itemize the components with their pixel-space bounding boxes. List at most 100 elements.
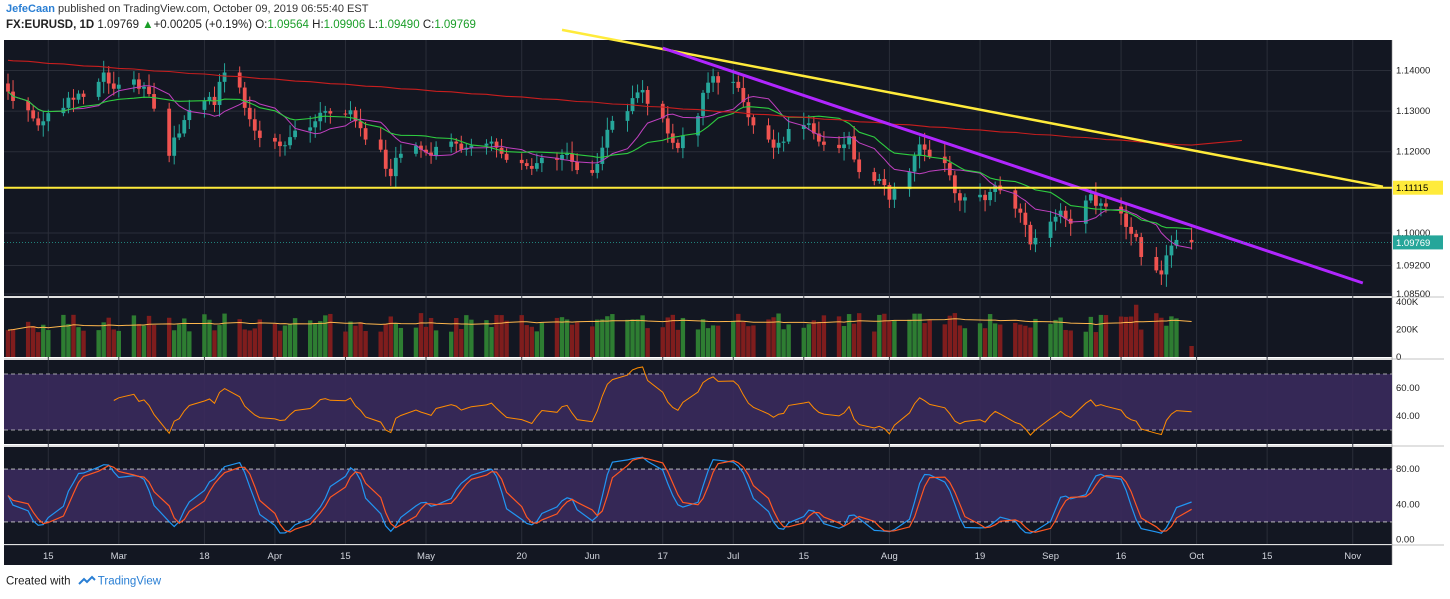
volume-bar: [635, 319, 640, 357]
volume-bar: [987, 314, 993, 357]
candle-body: [751, 117, 756, 126]
last-price: 1.09769: [97, 19, 139, 31]
time-axis: [4, 545, 1392, 565]
volume-bar: [388, 316, 393, 357]
y-tick-label: 1.09200: [1396, 261, 1430, 272]
volume-bar: [846, 314, 852, 357]
change-arrow-icon: ▲: [142, 19, 154, 31]
volume-bar: [1154, 313, 1159, 357]
y-tick-label: 1.14000: [1396, 65, 1430, 76]
volume-bar: [715, 325, 721, 357]
candle-body: [524, 163, 529, 166]
candle-body: [152, 94, 156, 109]
candle-body: [927, 149, 932, 157]
candle-body: [610, 120, 615, 130]
volume-bar: [272, 323, 278, 357]
volume-bar: [872, 331, 877, 357]
volume-bar: [282, 325, 288, 357]
candle-body: [877, 178, 882, 182]
volume-bar: [66, 323, 71, 357]
volume-bar: [590, 326, 595, 357]
author-name[interactable]: JefeCaan: [6, 3, 55, 15]
candle-body: [665, 118, 670, 134]
last-price-tag: [1393, 235, 1443, 250]
candle-body: [529, 165, 534, 169]
volume-bar: [1023, 325, 1028, 357]
ma-mid-line: [7, 91, 1192, 230]
volume-bar: [166, 317, 172, 357]
volume-bar: [1093, 332, 1099, 357]
candle-body: [278, 141, 282, 147]
x-tick-label: 18: [199, 551, 210, 562]
volume-bar: [313, 323, 318, 357]
candle-body: [680, 135, 685, 149]
candle-body: [172, 137, 177, 156]
candle-body: [816, 133, 821, 142]
volume-bar: [61, 314, 66, 357]
volume-bar: [695, 329, 701, 357]
candle-body: [1028, 224, 1033, 245]
tradingview-brand[interactable]: TradingView: [97, 575, 162, 588]
volume-bar: [252, 328, 257, 357]
candle-body: [907, 171, 912, 190]
volume-bar: [25, 321, 31, 357]
x-tick-label: 15: [1262, 551, 1273, 562]
tradingview-logo-icon: [78, 575, 96, 585]
volume-bar: [957, 325, 963, 357]
volume-bar: [257, 319, 263, 357]
stoch-y-label: 0.00: [1396, 535, 1415, 546]
candle-body: [273, 137, 277, 142]
candle-body: [837, 144, 841, 149]
candle-body: [716, 76, 721, 83]
volume-bar: [559, 317, 565, 357]
candle-body: [111, 83, 116, 89]
volume-bar: [912, 313, 917, 357]
volume-bar: [574, 322, 580, 357]
volume-bar: [5, 330, 11, 357]
low-value: 1.09490: [378, 19, 420, 31]
candle-body: [822, 141, 826, 145]
candle-body: [922, 144, 927, 150]
candle-body: [358, 121, 363, 129]
volume-bar: [781, 329, 786, 357]
volume-bar: [222, 313, 227, 357]
volume-bar: [1164, 325, 1169, 357]
volume-bar: [504, 320, 509, 357]
candle-body: [806, 123, 811, 125]
volume-bar: [962, 328, 968, 357]
volume-bar: [1058, 317, 1063, 357]
volume-bar: [41, 324, 46, 357]
volume-bar: [378, 331, 383, 357]
candle-body: [852, 136, 857, 160]
rsi-y-label: 60.00: [1396, 383, 1420, 394]
volume-bar: [660, 327, 665, 357]
volume-bar: [418, 313, 424, 357]
yellow-trendline: [561, 28, 1384, 188]
y-tick-label: 1.12000: [1396, 147, 1430, 158]
volume-bar: [484, 320, 489, 357]
x-tick-label: Jun: [585, 551, 600, 562]
candle-body: [323, 111, 328, 113]
candle-body: [1088, 194, 1093, 201]
volume-bar: [1068, 330, 1073, 357]
volume-bar: [1088, 316, 1094, 357]
candle-body: [887, 185, 892, 200]
volume-bar: [997, 324, 1003, 357]
volume-bar: [177, 324, 182, 357]
candle-body: [675, 142, 680, 149]
candle-body: [449, 141, 454, 147]
publish-info: JefeCaan published on TradingView.com, O…: [6, 3, 368, 15]
volume-bars: [5, 304, 1194, 357]
candle-body: [41, 121, 46, 126]
symbol-label: FX:EURUSD, 1D: [6, 19, 95, 31]
candle-body: [1023, 212, 1028, 225]
volume-bar: [1018, 324, 1023, 357]
volume-ma-line: [7, 318, 1192, 331]
candle-body: [963, 197, 967, 201]
candle-body: [142, 86, 146, 89]
volume-bar: [992, 323, 998, 357]
volume-bar: [46, 330, 51, 357]
candle-body: [424, 149, 428, 153]
candle-body: [1013, 190, 1018, 209]
